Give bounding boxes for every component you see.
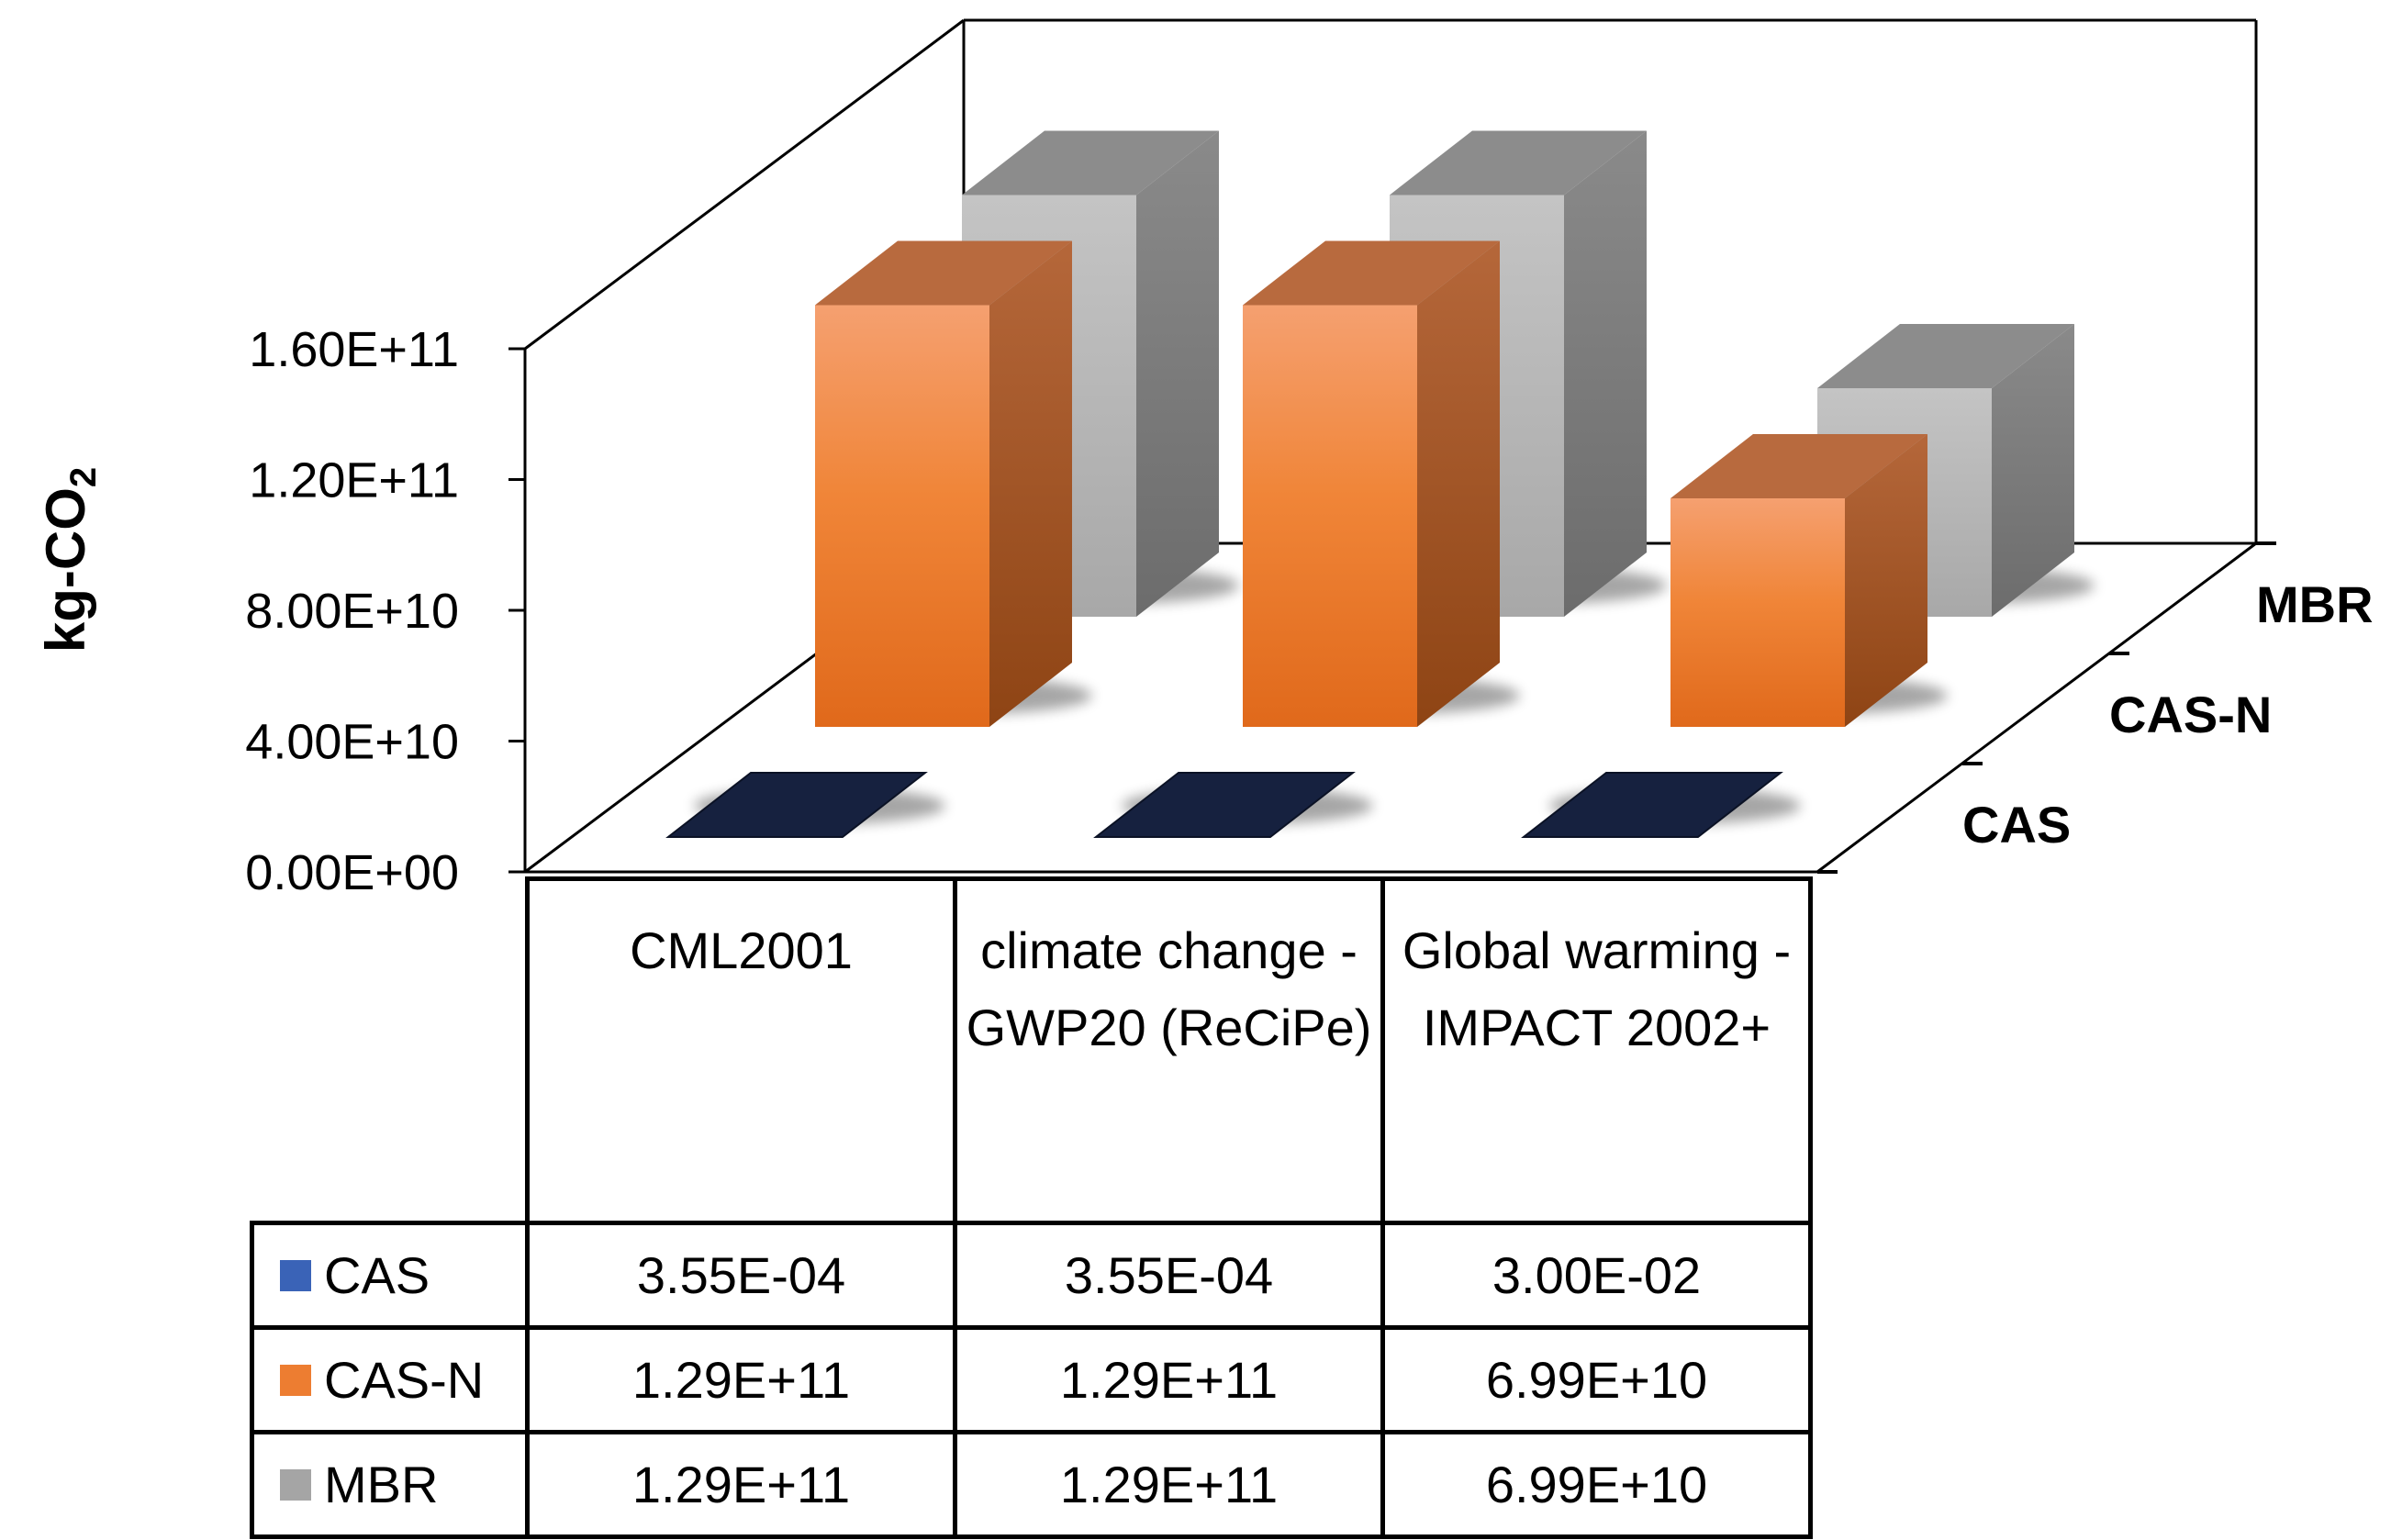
bar-front-face: [1243, 305, 1417, 727]
series-label-cas: CAS: [250, 1221, 530, 1330]
bar-side-face: [1992, 323, 2074, 617]
depth-axis-ticks: [1817, 541, 2276, 874]
bar-top-face: [962, 130, 1219, 195]
y-tick-label: 4.00E+10: [245, 715, 459, 770]
depth-label-cas: CAS: [1962, 796, 2071, 854]
bar-cas-1: [1093, 772, 1356, 838]
bar-front-face: [1670, 497, 1845, 727]
series-label-mbr: MBR: [250, 1430, 530, 1539]
bars: [665, 130, 2074, 838]
data-table: CML2001 climate change - GWP20 (ReCiPe) …: [250, 876, 1813, 1539]
bar-top-face: [1817, 323, 2074, 388]
bar-top-face: [815, 240, 1072, 306]
bar-side-face: [1564, 130, 1647, 617]
depth-label-cas-n: CAS-N: [2109, 686, 2272, 743]
bar-side-face: [1417, 240, 1500, 727]
bar-top-face: [1243, 240, 1500, 306]
bar-top-face: [1093, 772, 1356, 838]
table-cell: 3.55E-04: [525, 1221, 957, 1330]
table-cell: 3.55E-04: [953, 1221, 1385, 1330]
table-cell: 6.99E+10: [1380, 1325, 1813, 1434]
bar-side-face: [1845, 433, 1927, 727]
table-header-cell: CML2001: [525, 876, 957, 1225]
table-corner: [251, 878, 530, 1225]
side-wall-top-edge: [524, 18, 965, 351]
series-label-cas-n: CAS-N: [250, 1325, 530, 1434]
floor-right-edge: [1816, 541, 2257, 874]
y-tick-label: 1.60E+11: [249, 322, 459, 377]
bar-side-face: [989, 240, 1072, 727]
table-row-cas: CAS 3.55E-04 3.55E-04 3.00E-02: [250, 1221, 1813, 1330]
y-ticks: 0.00E+004.00E+108.00E+101.20E+111.60E+11: [245, 322, 525, 900]
bar-top-face: [1390, 130, 1647, 195]
series-name: CAS: [324, 1245, 430, 1304]
table-cell: 1.29E+11: [525, 1430, 957, 1539]
y-tick-label: 8.00E+10: [245, 584, 459, 639]
bar-cas-n-0: [815, 240, 1072, 727]
legend-swatch-mbr: [280, 1468, 311, 1501]
series-name: MBR: [324, 1455, 439, 1513]
bar-cas-n-2: [1670, 433, 1927, 727]
table-header-row: CML2001 climate change - GWP20 (ReCiPe) …: [251, 876, 1813, 1225]
y-tick-label: 1.20E+11: [249, 453, 459, 508]
series-name: CAS-N: [324, 1350, 485, 1409]
table-cell: 6.99E+10: [1380, 1430, 1813, 1539]
table-row-mbr: MBR 1.29E+11 1.29E+11 6.99E+10: [250, 1430, 1813, 1539]
table-cell: 1.29E+11: [525, 1325, 957, 1434]
bar-top-face: [665, 772, 928, 838]
bar-top-face: [1670, 433, 1927, 498]
table-cell: 3.00E-02: [1380, 1221, 1813, 1330]
bar-cas-0: [665, 772, 928, 838]
table-row-cas-n: CAS-N 1.29E+11 1.29E+11 6.99E+10: [250, 1325, 1813, 1434]
y-axis-title-sub: 2: [63, 467, 104, 487]
bar-cas-n-1: [1243, 240, 1500, 727]
legend-swatch-cas: [280, 1259, 311, 1291]
bar-side-face: [1136, 130, 1219, 617]
y-axis-title: kg-CO2: [35, 467, 104, 653]
depth-label-mbr: MBR: [2256, 575, 2374, 633]
bar-top-face: [1521, 772, 1783, 838]
bar-cas-2: [1521, 772, 1783, 838]
table-header-cell: Global warming - IMPACT 2002+: [1380, 876, 1813, 1225]
table-cell: 1.29E+11: [953, 1325, 1385, 1434]
legend-swatch-cas-n: [280, 1364, 311, 1396]
bar-front-face: [815, 305, 989, 727]
y-axis-title-main: kg-CO: [35, 487, 96, 653]
table-header-cell: climate change - GWP20 (ReCiPe): [953, 876, 1385, 1225]
table-cell: 1.29E+11: [953, 1430, 1385, 1539]
